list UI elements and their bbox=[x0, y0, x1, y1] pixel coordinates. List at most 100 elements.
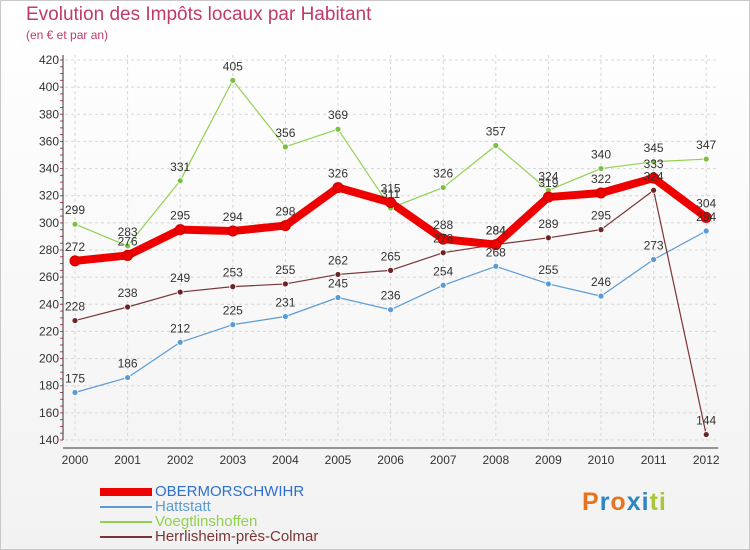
data-point bbox=[279, 220, 291, 232]
data-label: 175 bbox=[65, 372, 85, 386]
x-tick-label: 2009 bbox=[535, 453, 562, 467]
data-point bbox=[281, 280, 289, 288]
chart-title: Evolution des Impôts locaux par Habitant bbox=[26, 4, 372, 25]
data-label: 272 bbox=[65, 240, 85, 254]
data-point bbox=[229, 321, 237, 329]
data-label: 333 bbox=[644, 157, 664, 171]
data-point bbox=[229, 283, 237, 291]
logo-letter: i bbox=[658, 488, 667, 516]
data-point bbox=[334, 271, 342, 278]
x-tick-label: 2003 bbox=[219, 453, 246, 467]
data-label: 238 bbox=[118, 286, 138, 300]
legend-swatch bbox=[100, 506, 152, 508]
data-label: 356 bbox=[275, 126, 295, 140]
logo-letter: x bbox=[626, 488, 642, 516]
data-label: 357 bbox=[486, 125, 506, 139]
data-point bbox=[650, 186, 657, 194]
data-label: 295 bbox=[170, 209, 190, 223]
legend-label: Hattstatt bbox=[155, 498, 211, 515]
data-point bbox=[437, 233, 449, 245]
data-label: 319 bbox=[538, 176, 558, 190]
data-label: 326 bbox=[328, 167, 348, 181]
data-point bbox=[69, 255, 81, 267]
legend-label: Herrlisheim-près-Colmar bbox=[155, 528, 319, 545]
data-point bbox=[439, 184, 447, 191]
data-label: 225 bbox=[223, 304, 243, 318]
x-tick-label: 2007 bbox=[430, 453, 457, 467]
data-label: 186 bbox=[118, 357, 138, 371]
data-label: 299 bbox=[65, 203, 85, 217]
data-label: 405 bbox=[223, 59, 243, 73]
x-tick-label: 2011 bbox=[641, 453, 667, 467]
data-point bbox=[597, 165, 605, 172]
data-label: 288 bbox=[433, 218, 453, 232]
chart-subtitle: (en € et par an) bbox=[26, 28, 109, 42]
y-tick-label: 360 bbox=[39, 134, 59, 148]
data-label: 255 bbox=[275, 263, 295, 277]
legend-swatch bbox=[100, 488, 152, 496]
data-label: 322 bbox=[591, 172, 611, 186]
data-label: 294 bbox=[223, 210, 243, 224]
data-point bbox=[124, 242, 131, 250]
data-point bbox=[439, 281, 447, 289]
data-label: 144 bbox=[696, 414, 716, 428]
y-tick-label: 240 bbox=[39, 297, 59, 311]
data-point bbox=[702, 155, 710, 163]
data-point bbox=[650, 158, 657, 166]
data-label: 228 bbox=[65, 300, 85, 314]
y-tick-label: 300 bbox=[39, 216, 59, 230]
y-tick-label: 180 bbox=[39, 379, 59, 393]
data-point bbox=[332, 182, 344, 194]
y-tick-label: 140 bbox=[39, 433, 59, 447]
x-tick-label: 2001 bbox=[114, 453, 141, 467]
x-tick-label: 2010 bbox=[588, 453, 615, 467]
x-tick-label: 2002 bbox=[167, 453, 194, 467]
data-point bbox=[71, 317, 79, 324]
x-tick-label: 2004 bbox=[272, 453, 299, 467]
data-label: 236 bbox=[381, 289, 401, 303]
y-tick-label: 160 bbox=[39, 406, 59, 420]
data-point bbox=[124, 374, 131, 381]
x-tick-label: 2000 bbox=[62, 453, 89, 467]
legend-label: Voegtlinshoffen bbox=[155, 513, 258, 530]
data-point bbox=[492, 142, 500, 149]
data-point bbox=[650, 256, 657, 263]
data-point bbox=[597, 226, 605, 234]
data-label: 249 bbox=[170, 271, 190, 285]
y-tick-label: 320 bbox=[39, 189, 59, 203]
data-label: 254 bbox=[433, 264, 453, 278]
data-label: 265 bbox=[381, 249, 401, 263]
logo-letter: r bbox=[599, 488, 611, 516]
data-label: 245 bbox=[328, 277, 348, 291]
data-point bbox=[702, 431, 710, 438]
data-point bbox=[648, 172, 660, 184]
data-point bbox=[334, 125, 342, 133]
data-point bbox=[334, 294, 342, 301]
data-label: 298 bbox=[275, 205, 295, 219]
data-point bbox=[542, 191, 554, 203]
data-label: 255 bbox=[538, 263, 558, 277]
x-tick-label: 2008 bbox=[482, 453, 509, 467]
legend-swatch bbox=[100, 536, 152, 538]
data-label: 268 bbox=[486, 245, 506, 259]
data-point bbox=[122, 249, 134, 261]
data-label: 345 bbox=[644, 141, 664, 155]
data-label: 262 bbox=[328, 253, 348, 267]
data-point bbox=[387, 306, 395, 314]
data-point bbox=[229, 76, 237, 84]
data-point bbox=[492, 262, 500, 270]
data-point bbox=[281, 143, 289, 151]
x-tick-label: 2012 bbox=[693, 453, 720, 467]
y-tick-label: 200 bbox=[39, 352, 59, 366]
data-label: 284 bbox=[486, 224, 506, 238]
data-point bbox=[71, 220, 79, 228]
legend-label: OBERMORSCHWIHR bbox=[155, 483, 305, 500]
x-tick-label: 2005 bbox=[325, 453, 352, 467]
data-point bbox=[174, 224, 186, 236]
y-tick-label: 220 bbox=[39, 324, 59, 338]
data-label: 276 bbox=[118, 234, 138, 248]
data-label: 284 bbox=[486, 224, 506, 238]
data-point bbox=[387, 266, 395, 274]
